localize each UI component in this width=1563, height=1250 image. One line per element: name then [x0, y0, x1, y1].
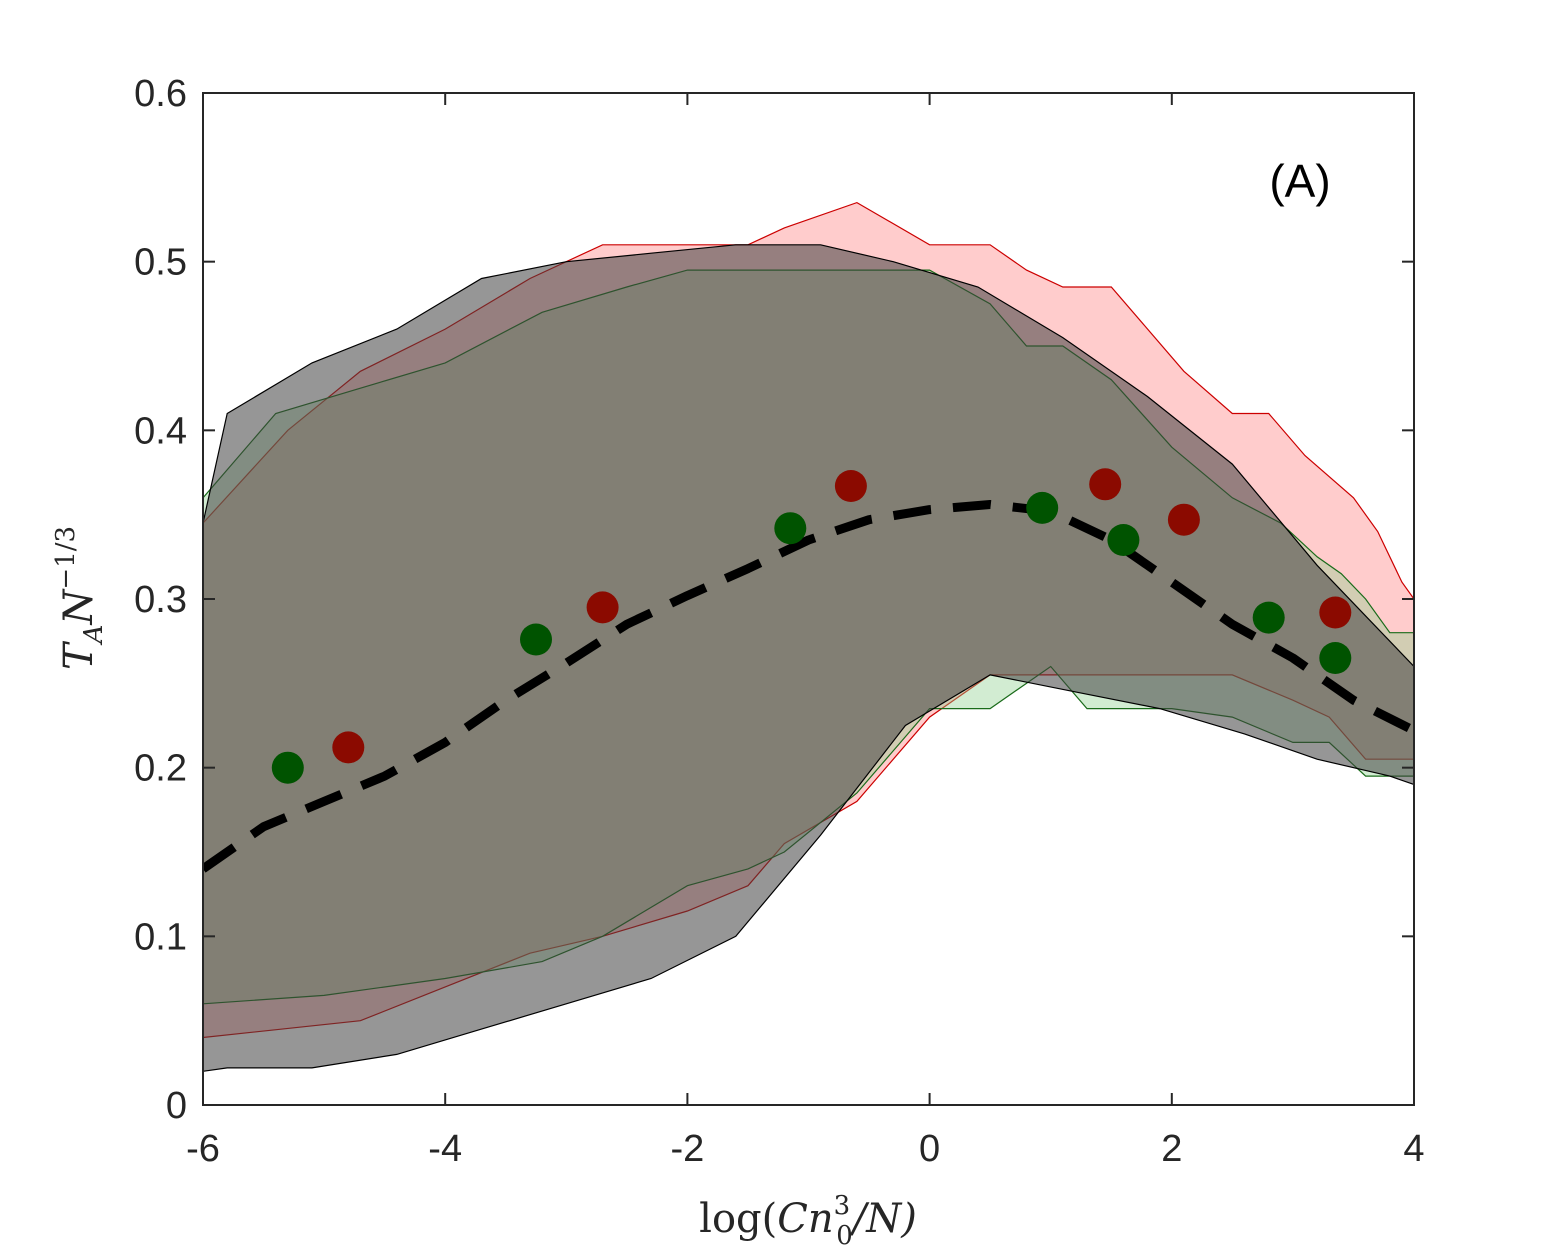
- y-tick-label: 0.1: [134, 916, 187, 958]
- red-point: [1319, 596, 1352, 629]
- x-axis-label: log(Cn3 0/N): [699, 1191, 917, 1250]
- red-point: [834, 470, 867, 502]
- green-point: [774, 512, 807, 545]
- y-axis-label: TAN−1/3: [51, 526, 109, 670]
- dashed-fit-line: [203, 500, 1414, 873]
- band-gray: [203, 244, 1414, 1072]
- y-label-sup: −1/3: [51, 526, 81, 590]
- x-label-rest: /N): [849, 1196, 917, 1242]
- y-tick-labels: 0 0.1 0.2 0.3 0.4 0.5 0.6: [134, 73, 187, 1127]
- panel-label: (A): [1269, 155, 1330, 207]
- axis-ticks: [202, 92, 1415, 1106]
- green-point: [1252, 601, 1285, 634]
- x-label-fn: log(: [699, 1196, 777, 1242]
- green-point: [271, 751, 304, 784]
- x-tick-labels: -6 -4 -2 0 2 4: [186, 1128, 1424, 1170]
- red-point: [586, 591, 619, 624]
- y-label-n: N: [56, 588, 102, 626]
- x-tick-label: 0: [919, 1128, 940, 1170]
- red-point: [332, 731, 365, 764]
- y-tick-label: 0.6: [134, 73, 187, 115]
- x-tick-label: -4: [428, 1128, 462, 1170]
- y-tick-label: 0.5: [134, 242, 187, 284]
- x-label-c: C: [777, 1196, 808, 1242]
- x-label-sub: 0: [836, 1221, 853, 1250]
- x-tick-label: 2: [1161, 1128, 1182, 1170]
- green-point: [520, 623, 552, 656]
- y-tick-label: 0.3: [134, 579, 187, 621]
- red-point: [1167, 503, 1200, 536]
- x-label-n: n: [808, 1196, 834, 1242]
- x-tick-label: -2: [671, 1128, 705, 1170]
- red-point: [1089, 468, 1122, 501]
- x-tick-label: -6: [186, 1128, 220, 1170]
- fit-line-layer: [203, 500, 1414, 873]
- y-tick-label: 0.2: [134, 748, 187, 790]
- green-point: [1319, 642, 1352, 674]
- green-point: [1107, 524, 1140, 556]
- y-label-t: T: [56, 640, 102, 670]
- confidence-bands: [203, 201, 1414, 1072]
- y-tick-label: 0.4: [134, 410, 187, 452]
- green-point: [1026, 491, 1059, 524]
- y-tick-label: 0: [166, 1085, 187, 1127]
- y-label-sub: A: [79, 625, 109, 646]
- x-label-sup: 3: [834, 1191, 851, 1221]
- data-points: [271, 468, 1352, 784]
- x-tick-label: 4: [1403, 1128, 1424, 1170]
